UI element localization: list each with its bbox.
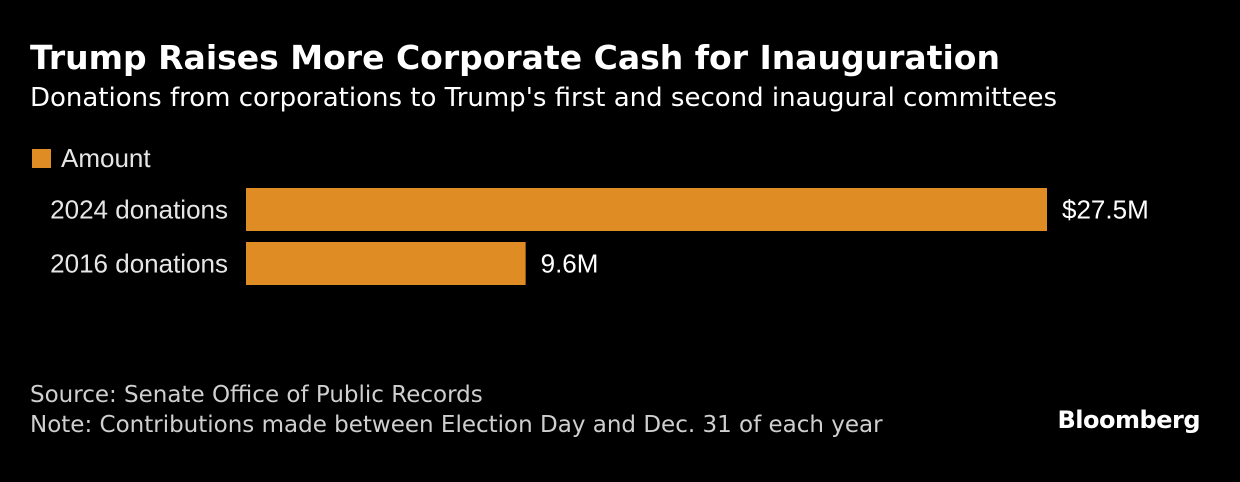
bloomberg-logo: Bloomberg bbox=[1057, 406, 1201, 434]
source-note: Source: Senate Office of Public Records bbox=[30, 382, 483, 408]
chart-title: Trump Raises More Corporate Cash for Ina… bbox=[30, 38, 1000, 77]
footnote: Note: Contributions made between Electio… bbox=[30, 412, 883, 438]
category-label: 2016 donations bbox=[50, 249, 228, 279]
legend: Amount bbox=[32, 143, 151, 174]
data-label: 9.6M bbox=[541, 249, 599, 279]
bar-chart: 2024 donations $27.5M 2016 donations 9.6M bbox=[50, 188, 1149, 285]
legend-label: Amount bbox=[61, 143, 151, 173]
category-label: 2024 donations bbox=[50, 195, 228, 225]
data-label: $27.5M bbox=[1062, 195, 1149, 225]
bar bbox=[246, 242, 526, 285]
bar bbox=[246, 188, 1047, 231]
chart-subtitle: Donations from corporations to Trump's f… bbox=[30, 83, 1058, 113]
legend-swatch bbox=[32, 149, 51, 168]
